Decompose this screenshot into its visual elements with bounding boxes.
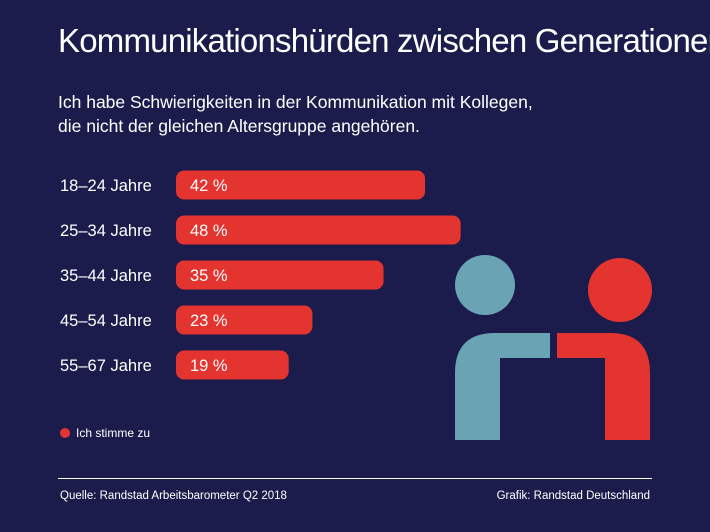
bar — [176, 260, 384, 290]
category-label: 55–67 Jahre — [60, 357, 152, 375]
bar-value-label: 48 % — [190, 222, 228, 240]
person-right-head — [588, 258, 652, 322]
subtitle-line-1: Ich habe Schwierigkeiten in der Kommunik… — [58, 92, 533, 112]
bar-value-label: 42 % — [190, 177, 228, 195]
two-people-icon — [455, 255, 652, 440]
bar — [176, 170, 426, 200]
bar-value-label: 35 % — [190, 267, 228, 285]
category-label: 18–24 Jahre — [60, 177, 152, 195]
footer-divider — [58, 478, 652, 479]
bar-value-label: 23 % — [190, 312, 228, 330]
category-label: 45–54 Jahre — [60, 312, 152, 330]
chart-title: Kommunikationshürden zwischen Generation… — [58, 22, 710, 59]
bar-value-label: 19 % — [190, 357, 228, 375]
bar — [176, 215, 461, 245]
source-note: Quelle: Randstad Arbeitsbarometer Q2 201… — [60, 490, 287, 502]
legend-dot — [60, 428, 70, 438]
bar — [176, 305, 313, 335]
person-left-body — [455, 333, 550, 440]
chart-subtitle: Ich habe Schwierigkeiten in der Kommunik… — [58, 90, 618, 138]
graphic-credit: Grafik: Randstad Deutschland — [496, 490, 650, 502]
bar — [176, 350, 289, 380]
legend-label: Ich stimme zu — [76, 426, 151, 440]
person-right-body — [557, 333, 650, 440]
category-label: 25–34 Jahre — [60, 222, 152, 240]
subtitle-line-2: die nicht der gleichen Altersgruppe ange… — [58, 116, 420, 136]
person-left-head — [455, 255, 515, 315]
category-label: 35–44 Jahre — [60, 267, 152, 285]
legend: Ich stimme zu — [60, 426, 150, 440]
